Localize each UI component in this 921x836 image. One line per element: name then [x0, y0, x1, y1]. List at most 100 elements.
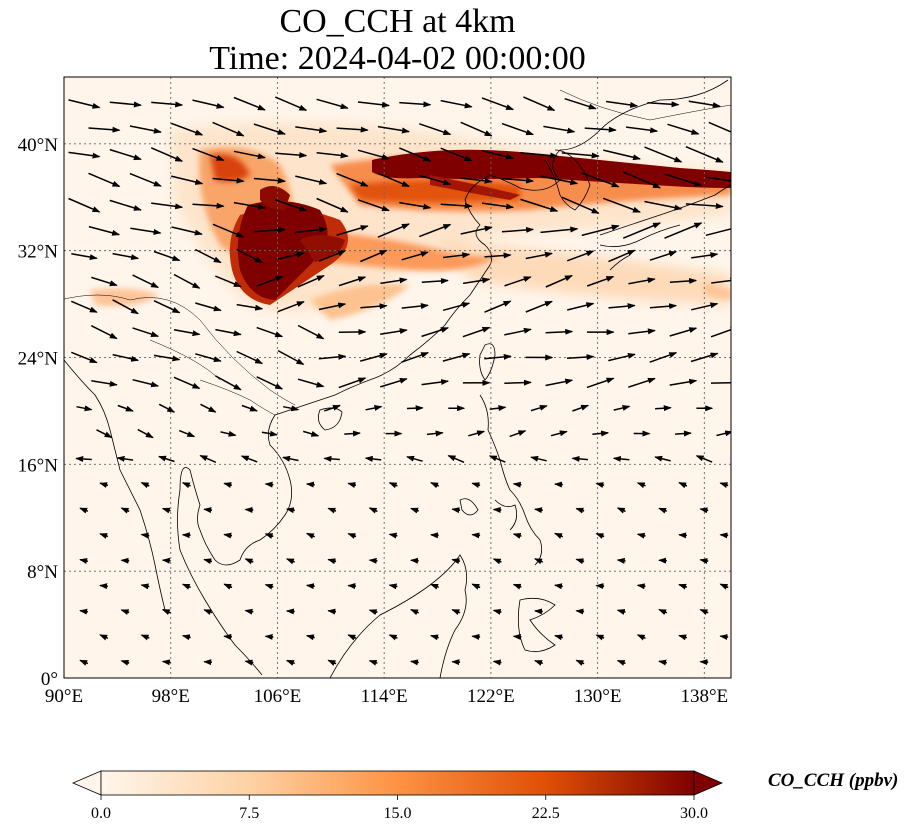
wind-arrow: [501, 177, 535, 184]
wind-arrow: [285, 608, 295, 615]
wind-arrow: [318, 302, 347, 311]
wind-arrow: [658, 608, 668, 616]
wind-arrow: [649, 250, 678, 261]
wind-arrow: [550, 430, 568, 437]
lon-tick-label: 106°E: [254, 686, 302, 707]
lon-tick-label: 138°E: [680, 686, 728, 707]
wind-arrow: [336, 126, 369, 133]
wind-arrow: [481, 149, 515, 160]
wind-arrow: [685, 146, 724, 163]
wind-arrow: [88, 126, 121, 133]
wind-arrow: [336, 172, 369, 187]
wind-arrow: [170, 122, 204, 136]
wind-arrow: [368, 557, 378, 564]
wind-arrow: [719, 482, 729, 489]
wind-arrow: [327, 659, 337, 666]
wind-arrow: [261, 430, 278, 437]
wind-arrow: [264, 533, 274, 539]
wind-arrow: [368, 659, 378, 666]
wind-arrow: [451, 558, 461, 565]
wind-arrow: [512, 533, 522, 539]
lon-tick-label: 130°E: [574, 686, 622, 707]
lon-tick-label: 114°E: [361, 686, 408, 707]
wind-arrow: [460, 121, 493, 137]
wind-arrow: [130, 227, 162, 235]
wind-arrow: [442, 352, 471, 362]
wind-arrow: [595, 634, 605, 641]
wind-arrow: [241, 404, 258, 412]
wind-arrow: [360, 303, 388, 310]
wind-arrow: [421, 277, 449, 284]
wind-arrow: [120, 659, 130, 666]
colorbar-title: CO_CCH (ppbv): [768, 770, 899, 791]
wind-arrow: [451, 609, 461, 616]
wind-arrow: [195, 302, 222, 312]
wind-arrow: [357, 149, 390, 160]
wind-arrow: [628, 328, 656, 335]
wind-arrow: [256, 275, 284, 287]
wind-arrow: [492, 608, 502, 615]
wind-arrow: [636, 532, 646, 539]
wind-arrow: [360, 249, 388, 263]
wind-arrow: [212, 121, 245, 137]
wind-arrow: [401, 251, 429, 261]
wind-arrow: [471, 532, 481, 539]
wind-arrow: [575, 558, 585, 565]
wind-arrow: [132, 378, 160, 388]
wind-arrow: [443, 252, 471, 259]
wind-arrow: [368, 507, 378, 514]
wind-arrow: [492, 506, 502, 513]
wind-arrow: [357, 199, 390, 212]
wind-arrow: [695, 455, 713, 463]
wind-arrow: [79, 659, 89, 666]
wind-arrow: [504, 379, 532, 386]
lat-tick-label: 0°: [41, 669, 58, 690]
wind-arrow: [195, 353, 222, 363]
wind-arrow: [501, 122, 535, 136]
wind-arrow: [678, 634, 688, 641]
wind-arrow: [181, 532, 191, 539]
wind-arrow: [344, 430, 361, 437]
lat-tick-label: 16°N: [18, 455, 59, 476]
wind-arrow: [616, 507, 626, 514]
wind-arrow: [244, 558, 254, 565]
wind-arrow: [399, 147, 432, 162]
wind-arrow: [264, 583, 274, 590]
wind-arrow: [365, 405, 383, 411]
wind-arrow: [327, 608, 337, 615]
wind-arrow: [419, 123, 452, 136]
wind-arrow: [223, 482, 233, 488]
wind-arrow: [277, 349, 305, 366]
colorbar: 0.0 7.5 15.0 22.5 30.0: [71, 770, 724, 822]
wind-arrow: [636, 634, 646, 641]
lon-tick-label: 90°E: [45, 686, 83, 707]
wind-arrow: [608, 352, 636, 362]
wind-arrow: [236, 248, 264, 264]
wind-arrow: [233, 201, 266, 210]
wind-arrow: [554, 583, 563, 590]
wind-arrow: [406, 455, 423, 462]
wind-arrow: [699, 608, 709, 616]
wind-arrow: [612, 455, 630, 462]
wind-arrow: [534, 608, 543, 615]
wind-arrow: [628, 377, 656, 388]
wind-arrow: [368, 609, 378, 615]
wind-arrow: [117, 404, 134, 412]
wind-arrow: [338, 377, 367, 389]
wind-arrow: [545, 274, 573, 288]
wind-arrow: [575, 507, 585, 514]
wind-arrow: [68, 151, 101, 159]
wind-arrow: [140, 634, 150, 641]
wind-arrow: [471, 482, 481, 489]
wind-arrow: [68, 99, 101, 109]
wind-arrow: [711, 277, 731, 284]
wind-arrow: [347, 532, 357, 539]
wind-arrow: [173, 329, 201, 337]
wind-arrow: [488, 455, 506, 463]
wind-arrow: [233, 150, 266, 160]
wind-arrow: [561, 152, 600, 159]
wind-arrow: [192, 99, 225, 109]
wind-arrow: [678, 482, 688, 489]
wind-arrow: [129, 172, 162, 187]
wind-arrow: [140, 482, 150, 489]
